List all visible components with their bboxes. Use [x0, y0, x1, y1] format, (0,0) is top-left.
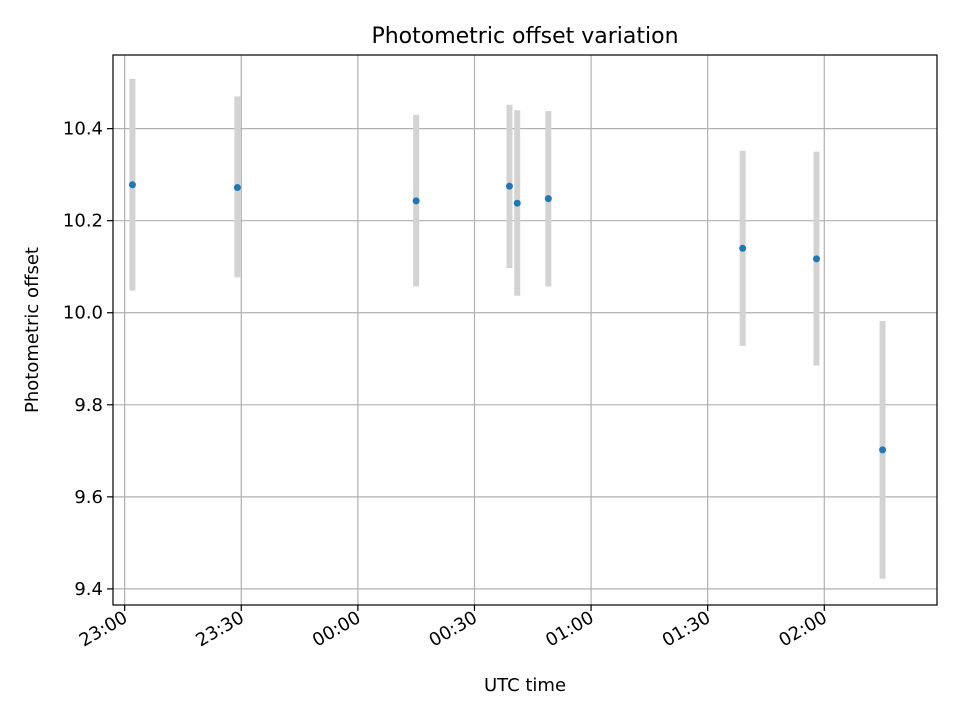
y-tick-label: 9.8 [74, 395, 103, 416]
y-tick-label: 10.4 [63, 119, 103, 140]
data-point [544, 195, 552, 203]
y-tick-label: 9.4 [74, 579, 103, 600]
data-point [513, 199, 521, 207]
grid [113, 55, 937, 605]
data-point [233, 184, 241, 192]
x-axis-label: UTC time [484, 675, 566, 696]
y-axis-label: Photometric offset [22, 247, 43, 413]
data-point [879, 446, 887, 454]
data-point [412, 197, 420, 205]
data-point [813, 255, 821, 263]
data-point [739, 244, 747, 252]
y-tick-label: 9.6 [74, 487, 103, 508]
data-points [128, 181, 887, 454]
y-tick-label: 10.2 [63, 211, 103, 232]
chart-title: Photometric offset variation [371, 24, 678, 49]
y-axis-ticks: 9.4 9.6 9.8 10.0 10.2 10.4 [63, 119, 113, 600]
plot-frame [112, 54, 938, 606]
y-tick-label: 10.0 [63, 303, 103, 324]
data-point [505, 182, 513, 190]
data-point [128, 181, 136, 189]
